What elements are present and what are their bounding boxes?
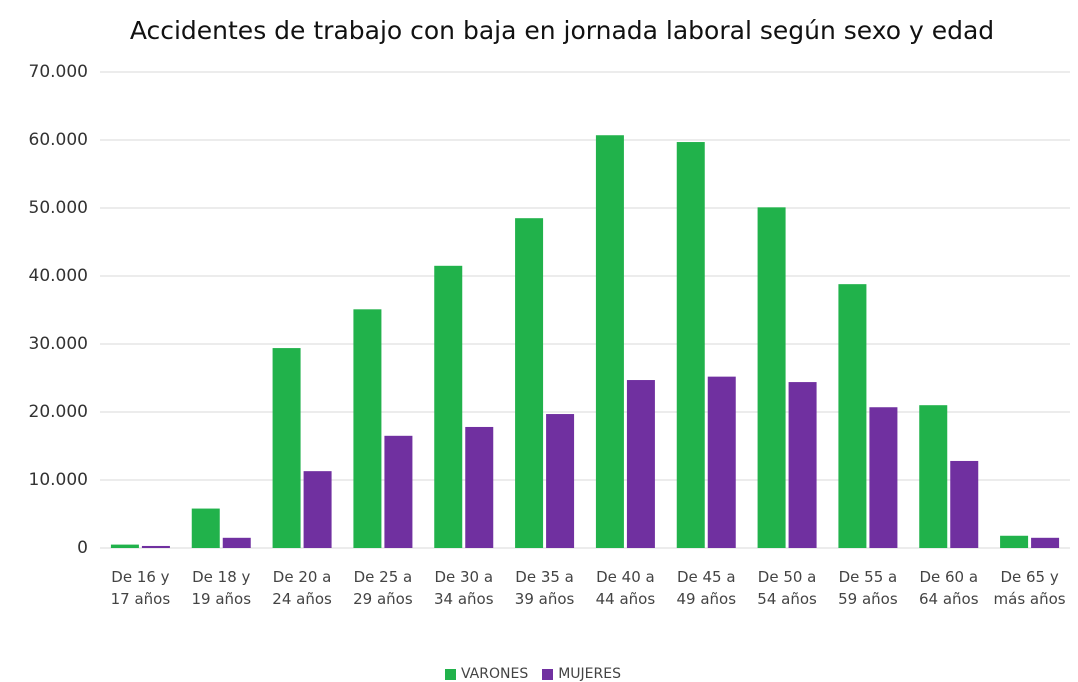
- x-tick-label: De 50 a 54 años: [757, 568, 817, 608]
- x-tick-label: De 35 a 39 años: [514, 568, 575, 608]
- y-tick-label: 60.000: [29, 130, 88, 150]
- bar: [757, 207, 786, 548]
- x-tick-label: De 16 y 17 años: [110, 568, 171, 608]
- x-tick-label: De 20 a 24 años: [272, 568, 332, 608]
- legend: VARONES MUJERES: [445, 666, 635, 682]
- bar: [434, 265, 463, 548]
- bar: [353, 309, 382, 548]
- bar: [1031, 537, 1060, 548]
- bar: [950, 460, 979, 548]
- x-tick-label: De 40 a 44 años: [595, 568, 656, 608]
- bar: [110, 544, 139, 548]
- y-tick-label: 50.000: [29, 198, 88, 218]
- legend-label: MUJERES: [558, 666, 621, 682]
- y-tick-label: 0: [77, 538, 88, 558]
- bar: [546, 414, 575, 548]
- bar: [465, 426, 494, 548]
- y-tick-label: 10.000: [29, 470, 88, 490]
- x-tick-label: De 45 a 49 años: [676, 568, 737, 608]
- y-tick-label: 40.000: [29, 266, 88, 286]
- bar: [191, 508, 220, 548]
- x-tick-label: De 55 a 59 años: [838, 568, 898, 608]
- y-tick-label: 70.000: [29, 62, 88, 82]
- legend-swatch: [445, 668, 456, 680]
- bar: [222, 537, 251, 548]
- bar: [676, 142, 705, 549]
- bar: [595, 135, 624, 549]
- legend-swatch: [542, 668, 554, 680]
- bar: [838, 284, 867, 548]
- x-tick-label: De 65 y más años: [993, 568, 1066, 608]
- bar: [788, 382, 817, 548]
- legend-item: MUJERES: [542, 666, 621, 682]
- bar: [303, 471, 332, 548]
- x-tick-label: De 25 a 29 años: [353, 568, 413, 608]
- bar: [626, 380, 655, 548]
- bar: [384, 435, 413, 548]
- bar: [272, 348, 301, 548]
- bar: [141, 545, 170, 548]
- bar: [515, 218, 544, 548]
- x-tick-label: De 60 a 64 años: [918, 568, 979, 608]
- bar: [919, 405, 948, 548]
- bar: [869, 407, 898, 548]
- y-tick-label: 20.000: [29, 402, 88, 422]
- bar: [1000, 535, 1029, 548]
- bar: [707, 376, 736, 548]
- x-tick-label: De 18 y 19 años: [191, 568, 252, 608]
- chart-title: Accidentes de trabajo con baja en jornad…: [130, 16, 994, 45]
- legend-label: VARONES: [461, 666, 529, 682]
- x-tick-label: De 30 a 34 años: [433, 568, 494, 608]
- legend-item: VARONES: [445, 666, 528, 682]
- y-tick-label: 30.000: [29, 334, 88, 354]
